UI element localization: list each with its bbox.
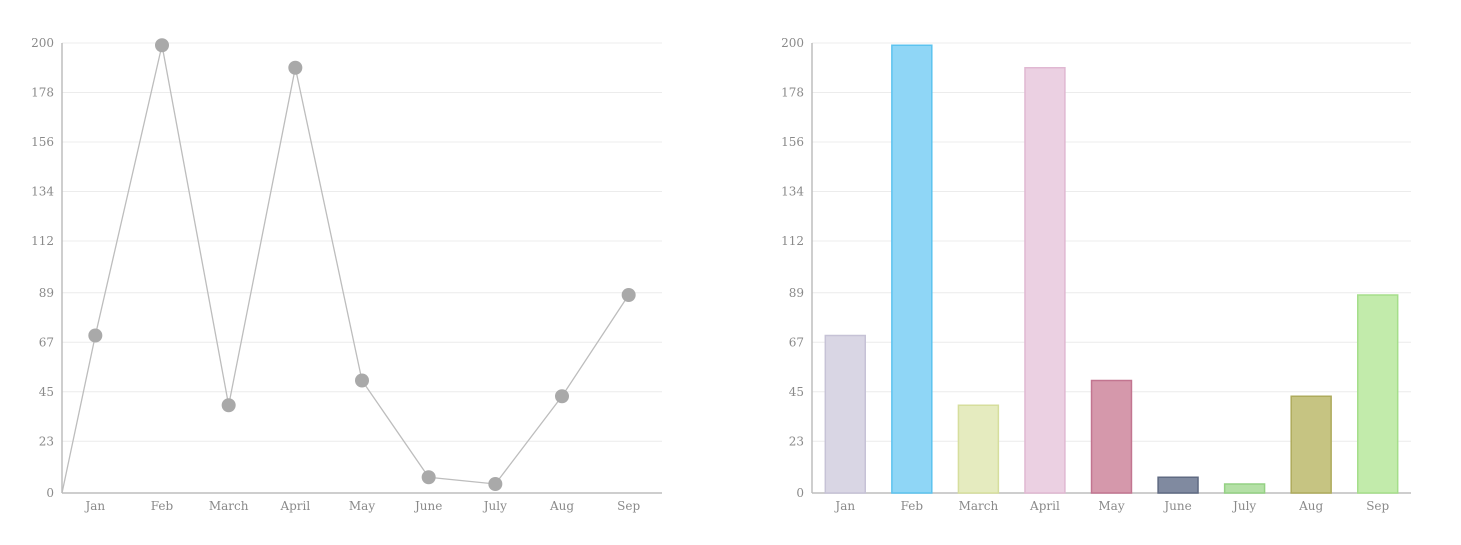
bar[interactable] — [1290, 395, 1332, 494]
y-tick-label: 134 — [781, 185, 804, 199]
y-tick-label: 178 — [781, 86, 804, 100]
data-point[interactable] — [355, 373, 369, 388]
x-tick-label: March — [959, 499, 999, 513]
y-tick-label: 89 — [789, 286, 804, 300]
bar-chart: 0 23 45 67 89 112 134 156 178 200 Jan Feb March April… — [781, 36, 1411, 513]
x-tick-label: May — [1098, 499, 1124, 513]
y-tick-label: 200 — [31, 36, 54, 50]
y-tick-label: 89 — [39, 286, 54, 300]
bar[interactable] — [1090, 379, 1133, 494]
y-tick-label: 200 — [781, 36, 804, 50]
data-point[interactable] — [555, 389, 569, 404]
y-tick-label: 67 — [39, 335, 54, 349]
y-tick-label: 178 — [31, 86, 54, 100]
y-tick-label: 112 — [31, 234, 54, 248]
y-tick-label: 0 — [46, 486, 54, 500]
data-point[interactable] — [288, 60, 303, 75]
data-point[interactable] — [488, 477, 503, 491]
x-tick-label: Jan — [833, 499, 855, 513]
y-tick-label: 67 — [789, 335, 804, 349]
x-tick-label: Sep — [617, 499, 640, 513]
x-tick-label: July — [1231, 499, 1256, 513]
y-tick-label: 0 — [796, 486, 804, 500]
y-tick-label: 23 — [39, 434, 54, 448]
x-tick-label: Sep — [1366, 499, 1389, 513]
y-tick-label: 112 — [781, 234, 804, 248]
data-point[interactable] — [421, 470, 436, 485]
data-point[interactable] — [221, 398, 236, 413]
y-tick-label: 134 — [31, 185, 54, 199]
x-tick-label: April — [279, 499, 310, 513]
bar[interactable] — [891, 44, 933, 494]
x-tick-label: Feb — [901, 499, 924, 513]
data-point[interactable] — [621, 288, 636, 302]
data-point[interactable] — [155, 38, 169, 53]
bar[interactable] — [824, 334, 866, 494]
x-tick-label: April — [1029, 499, 1060, 513]
y-tick-label: 23 — [789, 434, 804, 448]
bar[interactable] — [957, 404, 1000, 494]
bar[interactable] — [1024, 67, 1066, 494]
bar[interactable] — [1157, 476, 1199, 494]
x-tick-label: Feb — [151, 499, 174, 513]
x-tick-label: March — [209, 499, 249, 513]
x-tick-label: July — [482, 499, 507, 513]
y-tick-label: 45 — [789, 385, 804, 399]
series-line — [61, 45, 630, 494]
y-tick-label: 156 — [781, 135, 804, 149]
data-point[interactable] — [88, 328, 103, 343]
bar[interactable] — [1357, 294, 1399, 494]
x-tick-label: Aug — [549, 499, 574, 513]
x-tick-label: Aug — [1298, 499, 1323, 513]
x-tick-label: Jan — [83, 499, 105, 513]
x-tick-label: June — [1162, 499, 1191, 513]
x-tick-label: June — [413, 499, 442, 513]
x-tick-label: May — [349, 499, 375, 513]
y-tick-label: 45 — [39, 385, 54, 399]
line-chart: 0 23 45 67 89 112 134 156 178 200 Jan Feb March April… — [31, 36, 662, 513]
bar[interactable] — [1223, 483, 1266, 494]
y-tick-label: 156 — [31, 135, 54, 149]
